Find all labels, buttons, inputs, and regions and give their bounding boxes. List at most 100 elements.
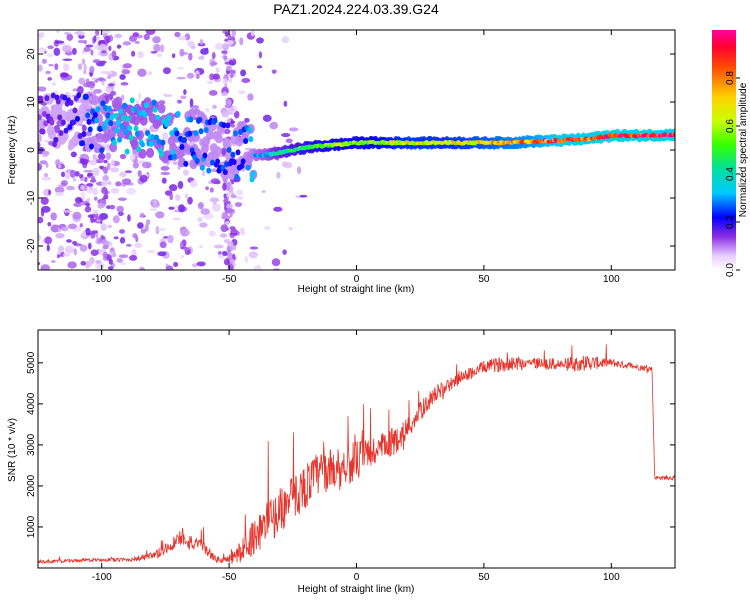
spectrogram-noise-blob: [43, 172, 49, 178]
spectrogram-ridge-halo: [114, 96, 123, 107]
x-tick-label: 0: [354, 572, 360, 583]
spectrogram-noise-blob: [179, 228, 190, 237]
spectrogram-noise-blob: [244, 117, 250, 123]
spectrogram-noise-blob: [62, 253, 71, 257]
spectrogram-noise-blob: [213, 244, 224, 249]
spectrogram-noise-blob: [125, 243, 132, 247]
spectrogram-noise-blob: [225, 98, 232, 106]
spectrogram-noise-blob: [80, 261, 87, 266]
spectrogram-ridge-core: [43, 120, 49, 127]
spectrogram-noise-blob: [226, 118, 231, 124]
spectrogram-ridge-core: [136, 146, 142, 153]
spectrogram-noise-blob: [67, 223, 78, 230]
spectrogram-ridge-core: [38, 95, 44, 102]
spectrogram-noise-blob: [205, 186, 209, 191]
spectrogram-ridge-core: [193, 130, 199, 137]
spectrogram-x-label: Height of straight line (km): [298, 284, 415, 295]
spectrogram-noise-blob: [197, 216, 203, 223]
spectrogram-ridge-core: [175, 111, 181, 118]
spectrogram-noise-blob: [211, 51, 216, 60]
spectrogram-noise-blob: [90, 249, 99, 256]
spectrogram-noise-blob: [162, 67, 171, 75]
y-tick-label: -20: [26, 238, 37, 253]
spectrogram-ridge-halo: [169, 142, 178, 153]
spectrogram-ridge-core: [86, 118, 92, 125]
spectrogram-noise-blob: [38, 234, 41, 241]
spectrogram-ridge-core: [224, 161, 230, 168]
spectrogram-ridge-core: [243, 137, 249, 144]
spectrogram-ridge-halo: [200, 143, 209, 154]
spectrogram-noise-blob: [40, 264, 50, 270]
spectrogram-noise-blob: [62, 209, 73, 213]
spectrogram-ridge-core: [194, 157, 200, 164]
spectrogram-ridge-core: [240, 158, 246, 165]
spectrogram-noise-blob: [81, 230, 87, 238]
spectrogram-noise-blob: [230, 74, 234, 79]
spectrogram-ridge-core: [111, 139, 117, 146]
spectrogram-noise-blob: [264, 225, 271, 231]
spectrogram-noise-blob: [95, 30, 100, 36]
spectrogram-noise-blob: [250, 30, 255, 37]
spectrogram-ridge-halo: [205, 130, 214, 141]
spectrogram-noise-blob: [176, 76, 187, 80]
spectrogram-ridge-core: [40, 128, 46, 135]
spectrogram-noise-blob: [76, 85, 84, 95]
spectrogram-ridge-core: [248, 136, 254, 143]
spectrogram-noise-blob: [168, 184, 178, 192]
spectrogram-ridge-core: [101, 124, 107, 131]
spectrogram-noise-blob: [180, 254, 185, 258]
spectrogram-noise-blob: [140, 228, 146, 234]
spectrogram-noise-blob: [62, 58, 73, 61]
spectrogram-ridge-core: [55, 98, 61, 105]
spectrogram-noise-blob: [38, 32, 45, 38]
spectrogram-noise-blob: [256, 65, 263, 69]
spectrogram-noise-blob: [102, 251, 108, 259]
spectrogram-ridge-core: [114, 127, 120, 134]
spectrogram-noise-blob: [39, 160, 48, 165]
spectrogram-noise-blob: [85, 44, 94, 48]
spectrogram-noise-blob: [109, 204, 116, 210]
spectrogram-noise-blob: [87, 172, 94, 177]
spectrogram-noise-blob: [157, 227, 167, 231]
spectrogram-ridge-halo: [214, 133, 223, 144]
spectrogram-noise-blob: [288, 127, 299, 132]
spectrogram-noise-blob: [209, 187, 214, 193]
y-tick-label: 10: [26, 96, 37, 108]
spectrogram-noise-blob: [113, 236, 119, 240]
colorbar-tick-label: 0.0: [725, 263, 736, 277]
spectrogram-ridge-core: [232, 130, 238, 137]
spectrogram-noise-blob: [123, 63, 132, 69]
spectrogram-noise-blob: [167, 234, 174, 244]
spectrogram-noise-blob: [63, 63, 70, 72]
y-tick-label: 3000: [26, 433, 37, 456]
spectrogram-ridge-core: [97, 125, 103, 132]
y-tick-label: 0: [26, 147, 37, 153]
spectrogram-noise-blob: [229, 106, 237, 114]
spectrogram-noise-blob: [80, 191, 86, 200]
spectrogram-noise-blob: [195, 73, 200, 80]
spectrogram-noise-blob: [117, 211, 124, 217]
spectrogram-noise-blob: [281, 132, 291, 138]
spectrogram-ridge-core: [155, 114, 161, 121]
spectrogram-noise-blob: [56, 254, 61, 258]
spectrogram-noise-blob: [92, 59, 101, 64]
spectrogram-ridge-core: [83, 93, 89, 100]
spectrogram-noise-blob: [47, 77, 52, 81]
colorbar-tick-label: 0.2: [725, 215, 736, 229]
spectrogram-noise-blob: [88, 81, 96, 89]
spectrogram-noise-blob: [115, 181, 122, 187]
spectrogram-noise-blob: [108, 258, 113, 265]
spectrogram-ridge-core: [68, 99, 74, 106]
spectrogram-noise-blob: [85, 78, 90, 84]
spectrogram-noise-blob: [38, 86, 47, 92]
spectrogram-noise-blob: [38, 163, 43, 171]
spectrogram-noise-blob: [169, 193, 174, 201]
spectrogram-noise-blob: [285, 138, 293, 144]
spectrogram-ridge-core: [87, 126, 93, 133]
spectrogram-noise-blob: [40, 196, 49, 205]
spectrogram-ridge-core: [125, 115, 131, 122]
spectrogram-noise-blob: [38, 261, 41, 266]
spectrogram-noise-blob: [121, 69, 131, 75]
spectrogram-noise-blob: [97, 203, 105, 209]
spectrogram-ridge-core: [152, 106, 158, 113]
